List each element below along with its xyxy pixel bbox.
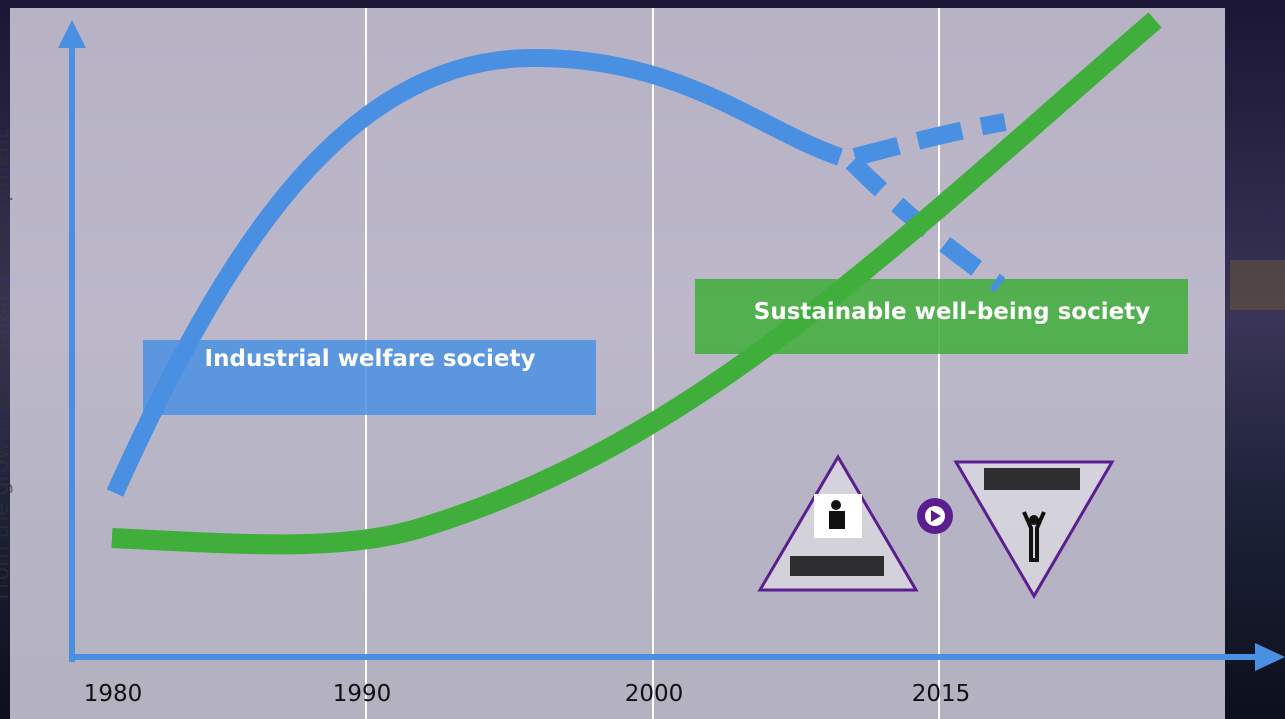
leader-icon — [831, 500, 841, 510]
sustainable-label: Sustainable well-being society — [754, 299, 1150, 325]
background-light — [1230, 260, 1285, 310]
crowd-icon — [984, 468, 1080, 490]
x-label: 1990 — [333, 681, 392, 707]
slide: From the growth and welfare development … — [0, 0, 1285, 719]
industrial-label: Industrial welfare society — [205, 346, 536, 372]
x-label: 1980 — [84, 681, 143, 707]
page: From the growth and welfare development … — [0, 0, 1285, 719]
x-label: 2000 — [625, 681, 684, 707]
crowd-icon — [790, 556, 884, 576]
y-axis-label: From the growth and welfare development — [0, 130, 14, 600]
x-label: 2015 — [912, 681, 971, 707]
leader-icon — [829, 511, 845, 529]
